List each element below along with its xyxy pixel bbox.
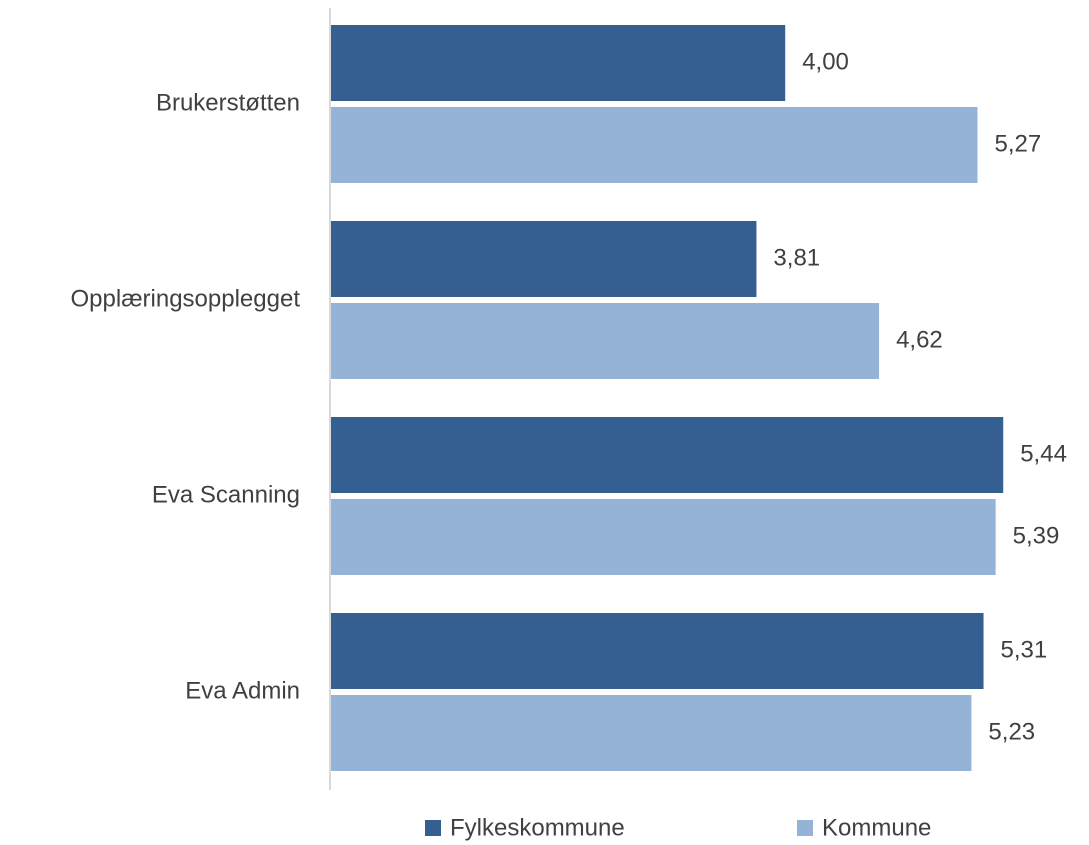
data-label: 5,23: [988, 718, 1035, 745]
bar: [331, 613, 984, 689]
data-label: 5,27: [994, 130, 1041, 157]
y-tick-label: Eva Scanning: [152, 481, 300, 508]
legend-swatch: [797, 820, 813, 836]
data-label: 5,31: [1001, 636, 1048, 663]
bar: [331, 221, 757, 297]
bar: [331, 499, 996, 575]
data-label: 4,62: [896, 326, 943, 353]
data-label: 4,00: [802, 48, 849, 75]
y-tick-label: Opplæringsopplegget: [71, 285, 301, 312]
legend-swatch: [425, 820, 441, 836]
data-label: 5,39: [1013, 522, 1060, 549]
bar: [331, 695, 972, 771]
bar: [331, 303, 880, 379]
bar: [331, 417, 1004, 493]
y-tick-label: Eva Admin: [185, 677, 300, 704]
bar: [331, 107, 978, 183]
data-label: 5,44: [1020, 440, 1067, 467]
legend-label: Kommune: [822, 814, 931, 841]
bar: [331, 25, 786, 101]
data-label: 3,81: [773, 244, 820, 271]
legend-label: Fylkeskommune: [450, 814, 625, 841]
y-tick-label: Brukerstøtten: [156, 89, 300, 116]
